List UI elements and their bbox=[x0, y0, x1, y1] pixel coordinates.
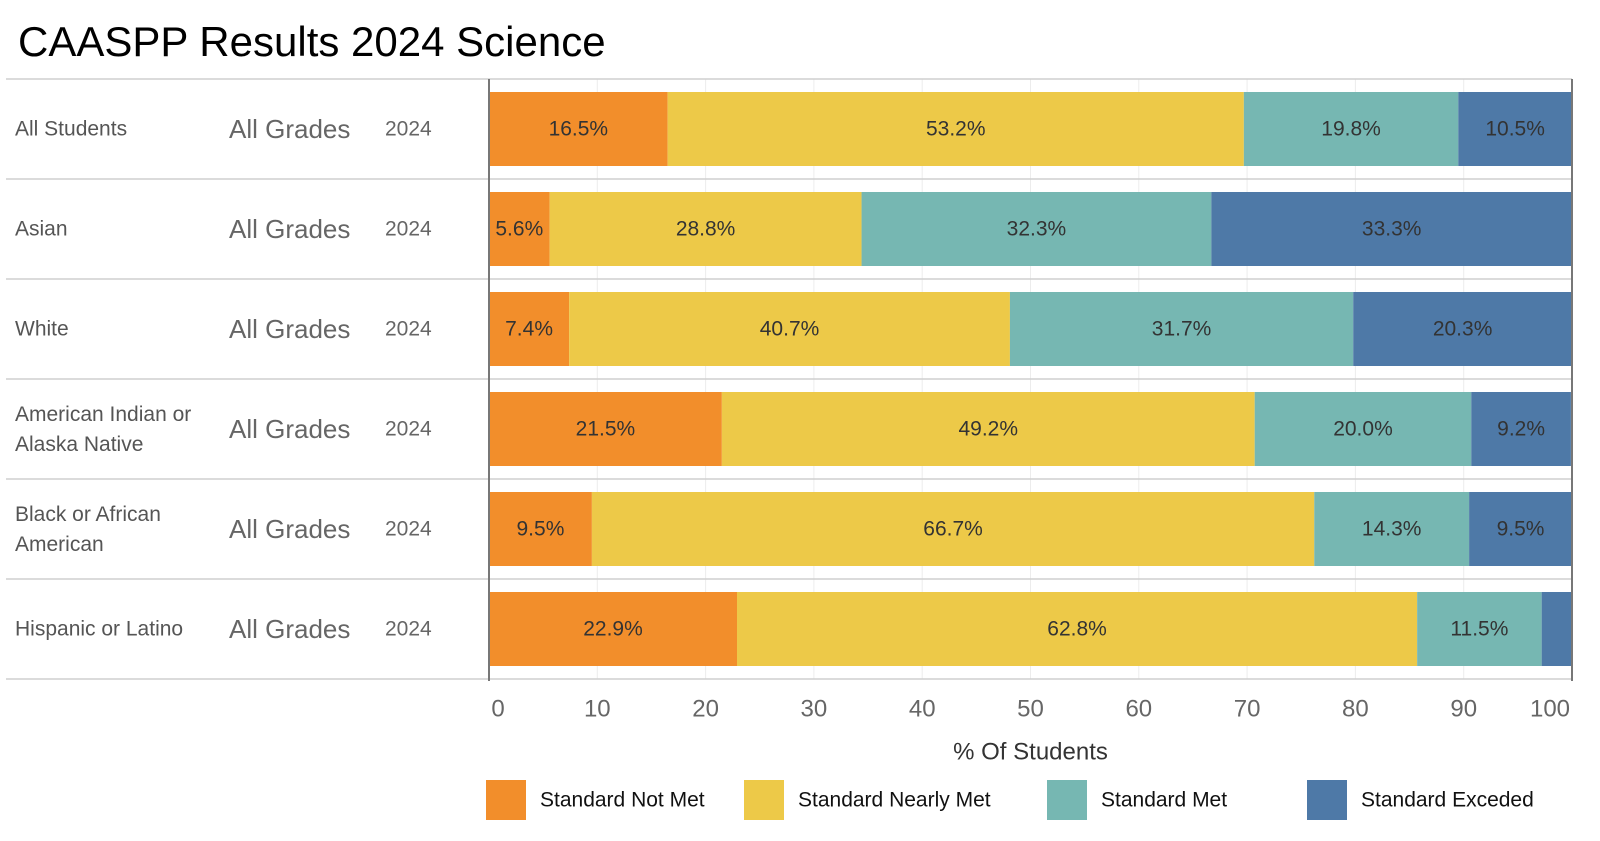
bar-data-label: 33.3% bbox=[1362, 218, 1422, 241]
row-label-grades: All Grades bbox=[229, 114, 350, 144]
x-tick-label: 10 bbox=[584, 696, 611, 723]
bar-data-label: 7.4% bbox=[505, 318, 553, 341]
bar-data-label: 40.7% bbox=[760, 318, 820, 341]
bar-data-label: 28.8% bbox=[676, 218, 736, 241]
x-tick-label: 20 bbox=[692, 696, 719, 723]
bar-segment bbox=[1417, 592, 1542, 666]
bar-data-label: 19.8% bbox=[1321, 118, 1381, 141]
x-axis-title: % Of Students bbox=[953, 739, 1108, 766]
bar-segment bbox=[591, 492, 1315, 566]
row-label-grades: All Grades bbox=[229, 214, 350, 244]
row-label-line: Alaska Native bbox=[15, 433, 143, 456]
legend-swatch bbox=[744, 780, 784, 820]
row-label-group: American Indian or Alaska Native bbox=[15, 403, 191, 456]
x-tick-label: 80 bbox=[1342, 696, 1369, 723]
legend-label: Standard Exceded bbox=[1361, 789, 1534, 812]
bar-data-label: 14.3% bbox=[1362, 518, 1422, 541]
row-label-year: 2024 bbox=[385, 118, 432, 141]
row-label-year: 2024 bbox=[385, 518, 432, 541]
bar-segment bbox=[1009, 292, 1354, 366]
bar-segment bbox=[489, 492, 592, 566]
bar-data-label: 16.5% bbox=[549, 118, 609, 141]
bar-segment bbox=[1314, 492, 1470, 566]
bar-segment bbox=[1469, 492, 1572, 566]
row-label-group: Asian bbox=[15, 218, 68, 241]
bar-segment bbox=[569, 292, 1010, 366]
row-label-year: 2024 bbox=[385, 318, 432, 341]
bar-segment bbox=[1458, 92, 1572, 166]
chart-title: CAASPP Results 2024 Science bbox=[18, 18, 606, 65]
x-tick-label: 90 bbox=[1450, 696, 1477, 723]
bar-data-label: 10.5% bbox=[1485, 118, 1545, 141]
bar-data-label: 62.8% bbox=[1047, 618, 1107, 641]
bar-data-label: 31.7% bbox=[1152, 318, 1212, 341]
legend-label: Standard Met bbox=[1101, 789, 1227, 812]
bar-data-label: 20.3% bbox=[1433, 318, 1493, 341]
bar-data-label: 9.2% bbox=[1497, 418, 1545, 441]
row-label-year: 2024 bbox=[385, 218, 432, 241]
bar-data-label: 9.5% bbox=[1497, 518, 1545, 541]
x-tick-label: 40 bbox=[909, 696, 936, 723]
bar-data-label: 32.3% bbox=[1007, 218, 1067, 241]
row-label-grades: All Grades bbox=[229, 314, 350, 344]
bar-data-label: 49.2% bbox=[958, 418, 1018, 441]
bar-segment bbox=[1243, 92, 1459, 166]
x-tick-label: 60 bbox=[1125, 696, 1152, 723]
bar-segment bbox=[1471, 392, 1571, 466]
bar-segment bbox=[489, 292, 570, 366]
row-label-grades: All Grades bbox=[229, 514, 350, 544]
x-tick-label: 0 bbox=[491, 696, 504, 723]
row-label-line: American Indian or bbox=[15, 403, 191, 426]
legend-label: Standard Nearly Met bbox=[798, 789, 991, 812]
bar-segment bbox=[1254, 392, 1472, 466]
bar-data-label: 11.5% bbox=[1450, 618, 1508, 641]
legend-label: Standard Not Met bbox=[540, 789, 705, 812]
bar-data-label: 53.2% bbox=[926, 118, 986, 141]
legend-swatch bbox=[486, 780, 526, 820]
bar-segment bbox=[721, 392, 1255, 466]
row-label-group: White bbox=[15, 318, 69, 341]
x-tick-label: 30 bbox=[801, 696, 828, 723]
row-label-group: Black or African American bbox=[15, 503, 161, 556]
bar-segment bbox=[489, 192, 550, 266]
bar-segment bbox=[861, 192, 1212, 266]
bar-segment bbox=[737, 592, 1418, 666]
bar-segment bbox=[489, 92, 668, 166]
row-label-line: American bbox=[15, 533, 104, 556]
x-tick-label: 50 bbox=[1017, 696, 1044, 723]
row-label-group: Hispanic or Latino bbox=[15, 618, 183, 641]
bar-data-label: 21.5% bbox=[576, 418, 636, 441]
legend-swatch bbox=[1307, 780, 1347, 820]
row-label-year: 2024 bbox=[385, 618, 432, 641]
row-label-year: 2024 bbox=[385, 418, 432, 441]
bar-data-label: 22.9% bbox=[583, 618, 643, 641]
bar-segment bbox=[489, 392, 722, 466]
bar-segment bbox=[667, 92, 1244, 166]
row-label-grades: All Grades bbox=[229, 414, 350, 444]
row-label-line: Black or African bbox=[15, 503, 161, 526]
bar-segment bbox=[1541, 592, 1572, 666]
bar-segment bbox=[1353, 292, 1572, 366]
bar-data-label: 20.0% bbox=[1333, 418, 1393, 441]
x-tick-label: 100 bbox=[1530, 696, 1570, 723]
x-tick-label: 70 bbox=[1234, 696, 1261, 723]
row-label-group: All Students bbox=[15, 118, 127, 141]
bar-segment bbox=[549, 192, 862, 266]
legend-swatch bbox=[1047, 780, 1087, 820]
bar-segment bbox=[1211, 192, 1572, 266]
bar-data-label: 9.5% bbox=[517, 518, 565, 541]
bar-data-label: 5.6% bbox=[495, 218, 543, 241]
row-label-grades: All Grades bbox=[229, 614, 350, 644]
bar-data-label: 66.7% bbox=[923, 518, 983, 541]
bar-segment bbox=[489, 592, 738, 666]
